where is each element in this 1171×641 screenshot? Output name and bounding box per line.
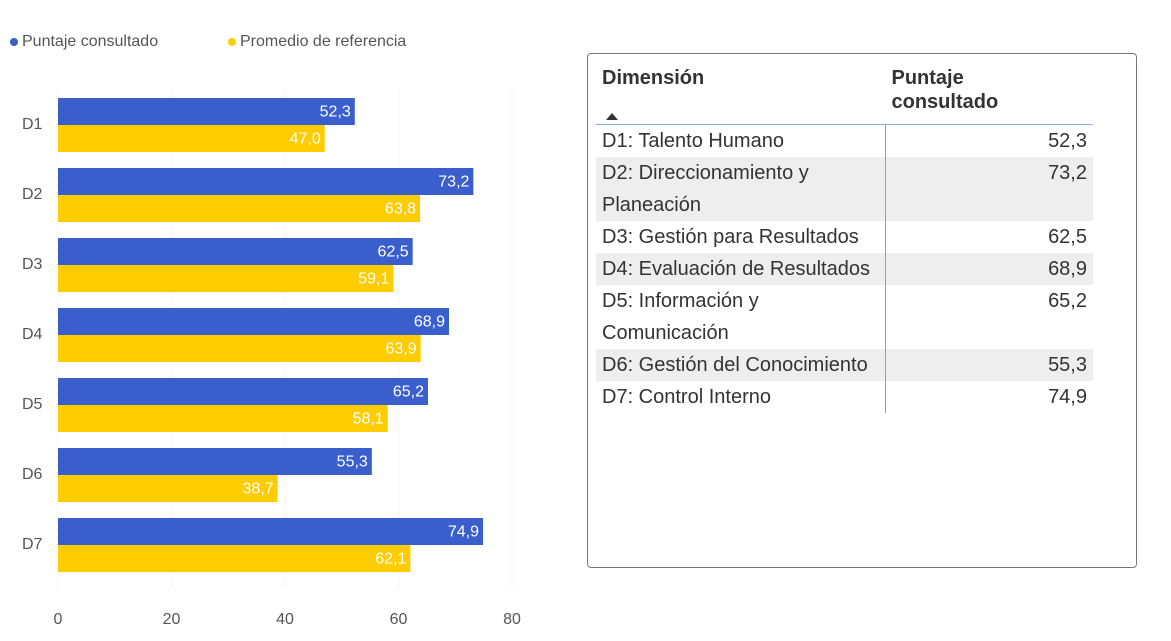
header-row: Dimensión Puntaje consultado: [596, 62, 1093, 125]
table-cell: D4: Evaluación de Resultados: [596, 253, 886, 285]
data-label: 59,1: [358, 271, 389, 288]
x-tick-label: 60: [390, 611, 408, 628]
bar: [58, 475, 278, 502]
bar: [58, 98, 355, 125]
x-tick-label: 80: [503, 611, 521, 628]
y-tick-label: D3: [22, 256, 43, 273]
y-tick-label: D6: [22, 466, 43, 483]
bar: [58, 195, 421, 222]
table-cell: 74,9: [1048, 386, 1087, 408]
table-row: D1: Talento Humano 52,3: [596, 124, 1093, 157]
table-cell: 62,5: [1048, 226, 1087, 248]
table-panel: Dimensión Puntaje consultado D1: Talento…: [587, 53, 1137, 568]
header-text: Puntaje consultado: [891, 67, 999, 113]
y-tick-label: D4: [22, 326, 43, 343]
x-tick-label: 0: [54, 611, 63, 628]
data-label: 62,5: [378, 244, 409, 261]
legend-label: Promedio de referencia: [240, 33, 406, 50]
table-cell: 55,3: [885, 349, 1093, 381]
table-row: D2: Direccionamiento y Planeación 73,2: [596, 157, 1093, 221]
table-cell: 52,3: [1048, 130, 1087, 152]
data-label: 73,2: [438, 174, 469, 191]
table-cell: 73,2: [885, 157, 1093, 221]
header-cell: Dimensión: [596, 62, 886, 125]
table-body: D1: Talento Humano 52,3 D2: Direccionamien…: [596, 124, 1093, 413]
table-cell: 68,9: [885, 253, 1093, 285]
data-label: 58,1: [353, 411, 384, 428]
table-row: D7: Control Interno 74,9: [596, 381, 1093, 413]
y-tick-label: D5: [22, 396, 43, 413]
data-label: 47,0: [290, 131, 321, 148]
bar: [58, 448, 372, 475]
y-tick-label: D7: [22, 536, 43, 553]
legend-marker: [228, 38, 236, 46]
data-label: 68,9: [414, 314, 445, 331]
data-label: 63,8: [385, 201, 416, 218]
bar: [58, 335, 421, 362]
data-label: 38,7: [242, 481, 273, 498]
data-label: 52,3: [320, 104, 351, 121]
table-cell: D5: Información y Comunicación: [596, 285, 886, 349]
data-label: 65,2: [393, 384, 424, 401]
bar: [58, 545, 411, 572]
bar: [58, 125, 325, 152]
table-row: D6: Gestión del Conocimiento 55,3: [596, 349, 1093, 381]
table-cell: D7: Control Interno: [596, 381, 886, 413]
table-row: D3: Gestión para Resultados 62,5: [596, 221, 1093, 253]
table-cell: D1: Talento Humano: [596, 124, 886, 157]
bar: [58, 308, 450, 335]
header-cell: Puntaje consultado: [885, 62, 1093, 125]
sort-arrow: [606, 113, 618, 120]
bar: [58, 265, 394, 292]
bar: [58, 405, 388, 432]
legend-marker: [10, 38, 18, 46]
x-tick-label: 20: [163, 611, 181, 628]
bar: [58, 168, 474, 195]
bar: [58, 378, 429, 405]
y-tick-label: D1: [22, 116, 43, 133]
bar: [58, 238, 413, 265]
table-cell: D2: Direccionamiento y Planeación: [596, 157, 886, 221]
data-label: 55,3: [337, 454, 368, 471]
table-row: D4: Evaluación de Resultados 68,9: [596, 253, 1093, 285]
y-tick-label: D2: [22, 186, 43, 203]
chart: 0 20 40 60 80 Puntaje consultado Promedio de r…: [10, 33, 521, 628]
data-label: 74,9: [448, 524, 479, 541]
table: Dimensión Puntaje consultado D1: Talento…: [596, 62, 1093, 413]
legend-label: Puntaje consultado: [22, 33, 158, 50]
table-row: D5: Información y Comunicación 65,2: [596, 285, 1093, 349]
data-label: 63,9: [385, 341, 416, 358]
bar: [58, 518, 484, 545]
table-cell: 65,2: [1048, 290, 1087, 312]
data-label: 62,1: [375, 551, 406, 568]
table-cell: D6: Gestión del Conocimiento: [596, 349, 886, 381]
x-tick-label: 40: [276, 611, 294, 628]
header-text: Dimensión: [602, 67, 705, 89]
table-cell: D3: Gestión para Resultados: [596, 221, 886, 253]
